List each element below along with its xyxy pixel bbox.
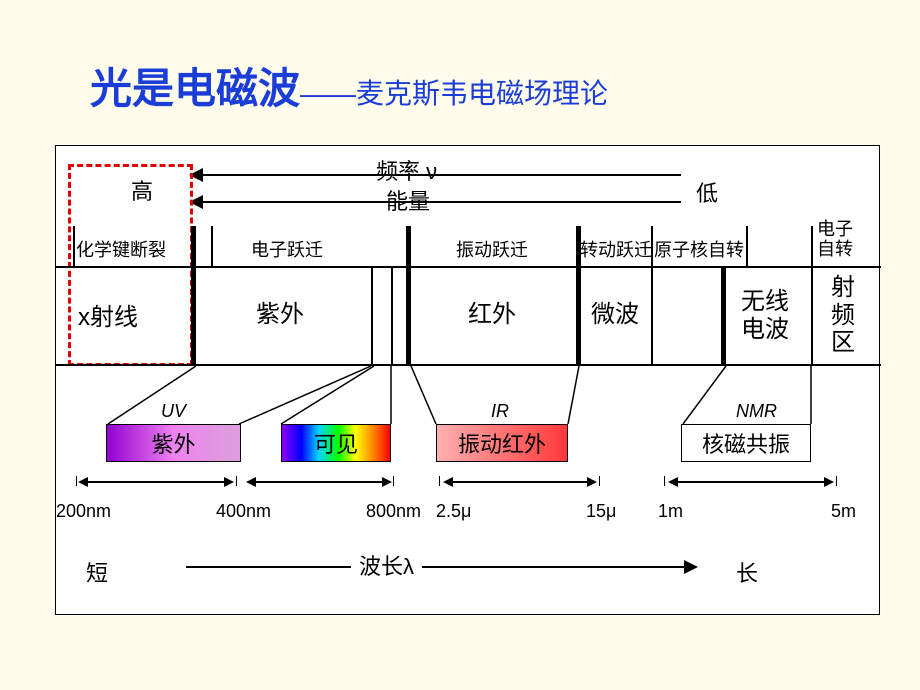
- wl-400nm: 400nm: [216, 501, 271, 522]
- nmr-box: 核磁共振: [681, 424, 811, 462]
- low-label: 低: [696, 176, 718, 208]
- title: 光是电磁波——麦克斯韦电磁场理论: [90, 55, 608, 116]
- title-dash: ——: [300, 78, 356, 109]
- energy-arrow: [201, 201, 681, 203]
- divider: [651, 226, 653, 366]
- tick: [236, 476, 237, 486]
- wl-800nm: 800nm: [366, 501, 421, 522]
- region-microwave: 微波: [591, 301, 639, 329]
- dim-arrow-4: [676, 481, 826, 483]
- dim-arrow-3: [451, 481, 589, 483]
- short-label: 短: [86, 556, 108, 588]
- nmr-label: NMR: [736, 401, 777, 422]
- energy-label: 能量: [386, 184, 430, 216]
- trans-vibration: 振动跃迁: [456, 236, 528, 262]
- divider-thick: [576, 226, 581, 366]
- ir-box: 振动红外: [436, 424, 568, 462]
- divider: [746, 226, 748, 266]
- visible-box: 可见: [281, 424, 391, 462]
- freq-label: 频率 ν: [376, 154, 437, 186]
- divider: [371, 266, 373, 366]
- wavelength-arrow: [186, 566, 686, 568]
- wl-1m: 1m: [658, 501, 683, 522]
- frequency-arrow: [201, 174, 681, 176]
- divider-thick: [406, 226, 411, 366]
- tick-line: [211, 226, 213, 266]
- region-rf: 射 频 区: [831, 274, 855, 357]
- tick-line: [73, 226, 75, 266]
- ir-label: IR: [491, 401, 509, 422]
- tick-line: [811, 226, 813, 266]
- wl-5m: 5m: [831, 501, 856, 522]
- divider-thick: [721, 266, 726, 366]
- tick: [836, 476, 837, 486]
- title-main: 光是电磁波: [90, 65, 300, 112]
- trans-rotation: 转动跃迁: [580, 236, 652, 262]
- uv-box: 紫外: [106, 424, 241, 462]
- wl-2p5u: 2.5μ: [436, 501, 471, 522]
- trans-bond: 化学键断裂: [76, 236, 166, 262]
- trans-electron-spin: 电子 自转: [817, 220, 853, 260]
- dim-arrow-1: [86, 481, 226, 483]
- trans-nuclear: 原子核自转: [654, 236, 744, 262]
- wl-200nm: 200nm: [56, 501, 111, 522]
- divider: [391, 266, 393, 366]
- region-ir: 红外: [468, 301, 516, 329]
- em-spectrum-diagram: 频率 ν 能量 高 低 化学键断裂 电子跃迁 振动跃迁 转动跃迁 原子核自转 电…: [55, 145, 880, 615]
- tick: [76, 476, 77, 486]
- region-radio: 无线 电波: [741, 288, 789, 343]
- region-uv: 紫外: [256, 301, 304, 329]
- divider: [811, 266, 813, 366]
- tick: [599, 476, 600, 486]
- long-label: 长: [736, 556, 758, 588]
- uv-label: UV: [161, 401, 186, 422]
- title-sub: 麦克斯韦电磁场理论: [356, 78, 608, 109]
- dim-arrow-2: [254, 481, 384, 483]
- region-xray: x射线: [78, 304, 138, 332]
- tick: [393, 476, 394, 486]
- trans-electron: 电子跃迁: [251, 236, 323, 262]
- wl-15u: 15μ: [586, 501, 616, 522]
- tick: [664, 476, 665, 486]
- wavelength-label: 波长λ: [351, 549, 422, 581]
- tick: [439, 476, 440, 486]
- divider-thick: [191, 226, 196, 366]
